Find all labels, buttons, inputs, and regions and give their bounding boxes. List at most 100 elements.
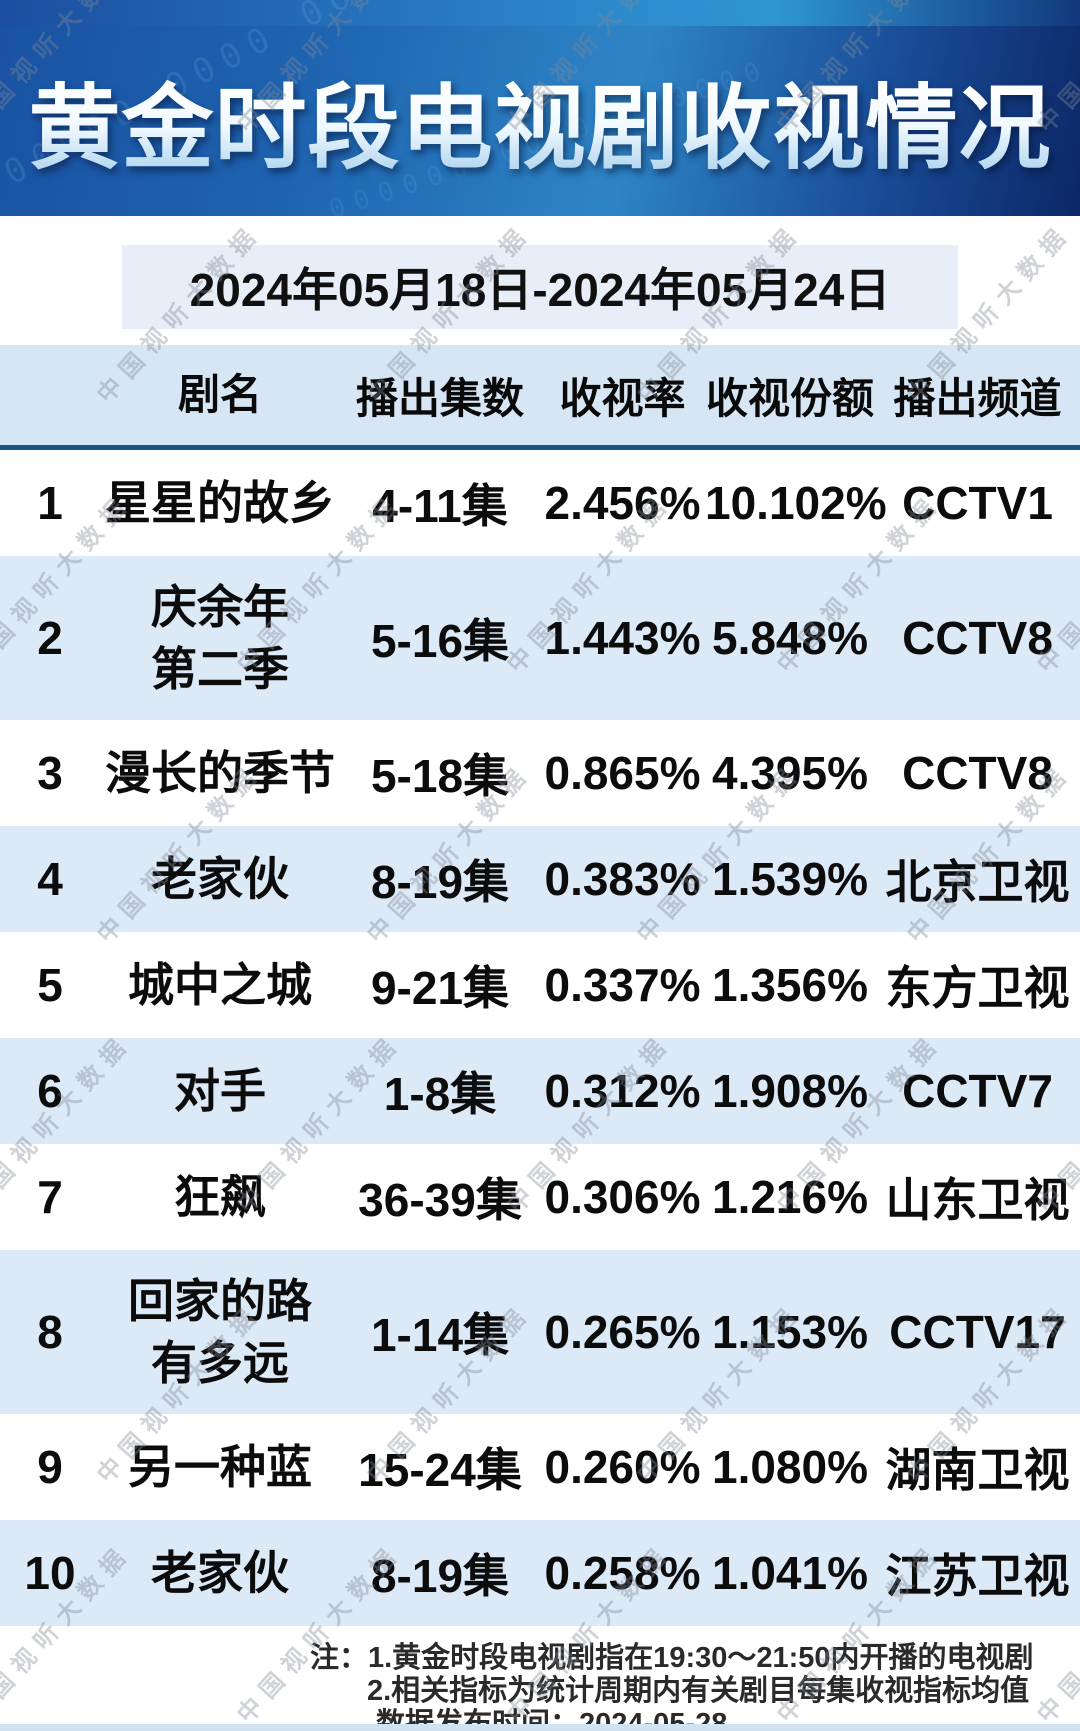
drama-name-line2: 第二季: [151, 643, 289, 695]
drama-name-cell: 回家的路 有多远: [100, 1270, 340, 1394]
channel-cell: CCTV1: [902, 477, 1053, 529]
share-cell: 1.041%: [711, 1547, 868, 1599]
drama-name-line1: 漫长的季节: [105, 746, 335, 799]
episodes-cell: 9-21集: [370, 962, 510, 1014]
episodes-cell: 1-14集: [370, 1309, 510, 1361]
drama-name-cell: 星星的故乡: [100, 472, 340, 534]
share-cell: 1.539%: [711, 853, 868, 905]
header-drama-name: 剧名: [177, 370, 262, 418]
table-header-row: 剧名 播出集数 收视率 收视份额 播出频道: [0, 345, 1080, 450]
channel-cell: 江苏卫视: [885, 1550, 1070, 1602]
channel-cell: 东方卫视: [885, 962, 1070, 1014]
footnote-line: 2.相关指标为统计周期内有关剧目每集收视指标均值: [367, 1675, 1030, 1707]
table-row: 6 对手 1-8集 0.312% 1.908% CCTV7: [0, 1038, 1080, 1144]
rank-cell: 10: [24, 1547, 76, 1599]
drama-name-cell: 狂飙: [100, 1166, 340, 1228]
header-episodes: 播出集数: [355, 374, 524, 422]
date-range-badge: 2024年05月18日-2024年05月24日: [122, 245, 958, 329]
banner-top-strip: [0, 0, 1080, 26]
drama-name-cell: 老家伙: [100, 848, 340, 910]
rank-cell: 6: [37, 1065, 63, 1117]
header-channel: 播出频道: [893, 374, 1062, 422]
page-title: 黄金时段电视剧收视情况: [0, 54, 1080, 187]
drama-name-cell: 庆余年 第二季: [100, 576, 340, 700]
episodes-cell: 1-8集: [383, 1068, 497, 1120]
channel-cell: CCTV7: [902, 1065, 1053, 1117]
channel-cell: 北京卫视: [885, 856, 1070, 908]
drama-name-line1: 庆余年: [151, 580, 289, 633]
drama-name-line1: 另一种蓝: [128, 1440, 312, 1493]
banner: 000000 0000 000000 000000 0000 000000 黄金…: [0, 0, 1080, 225]
rank-cell: 2: [37, 612, 63, 664]
table-row: 9 另一种蓝 15-24集 0.260% 1.080% 湖南卫视: [0, 1414, 1080, 1520]
rank-cell: 1: [37, 477, 63, 529]
date-range-text: 2024年05月18日-2024年05月24日: [189, 264, 891, 316]
channel-cell: 湖南卫视: [885, 1444, 1070, 1496]
drama-name-cell: 城中之城: [100, 954, 340, 1016]
episodes-cell: 8-19集: [370, 1550, 510, 1602]
drama-name-line1: 老家伙: [151, 1546, 289, 1599]
table-row: 2 庆余年 第二季 5-16集 1.443% 5.848% CCTV8: [0, 556, 1080, 720]
share-cell: 1.153%: [711, 1306, 868, 1358]
rating-cell: 2.456%: [544, 477, 701, 529]
rating-cell: 0.312%: [544, 1065, 701, 1117]
rating-cell: 0.337%: [544, 959, 701, 1011]
ratings-table: 剧名 播出集数 收视率 收视份额 播出频道 1 星星的故乡 4-11集 2.45…: [0, 345, 1080, 1626]
table-row: 3 漫长的季节 5-18集 0.865% 4.395% CCTV8: [0, 720, 1080, 826]
share-cell: 1.908%: [711, 1065, 868, 1117]
footnotes: 注：1.黄金时段电视剧指在19:30～21:50内开播的电视剧 2.相关指标为统…: [0, 1642, 1080, 1731]
footnote-line: 注：1.黄金时段电视剧指在19:30～21:50内开播的电视剧: [310, 1642, 1034, 1674]
rank-cell: 9: [37, 1441, 63, 1493]
share-cell: 1.356%: [711, 959, 868, 1011]
rank-cell: 5: [37, 959, 63, 1011]
drama-name-cell: 老家伙: [100, 1542, 340, 1604]
rating-cell: 1.443%: [544, 612, 701, 664]
table-row: 7 狂飙 36-39集 0.306% 1.216% 山东卫视: [0, 1144, 1080, 1250]
header-rating: 收视率: [559, 374, 686, 422]
rating-cell: 0.383%: [544, 853, 701, 905]
drama-name-cell: 另一种蓝: [100, 1436, 340, 1498]
table-body: 1 星星的故乡 4-11集 2.456% 10.102% CCTV1 2 庆余年…: [0, 450, 1080, 1626]
episodes-cell: 8-19集: [370, 856, 510, 908]
episodes-cell: 4-11集: [372, 480, 508, 532]
episodes-cell: 36-39集: [358, 1174, 522, 1226]
rank-cell: 3: [37, 747, 63, 799]
bottom-strip: [0, 1724, 1080, 1731]
rank-cell: 8: [37, 1306, 63, 1358]
table-row: 5 城中之城 9-21集 0.337% 1.356% 东方卫视: [0, 932, 1080, 1038]
episodes-cell: 15-24集: [358, 1444, 522, 1496]
share-cell: 5.848%: [711, 612, 868, 664]
drama-name-line1: 对手: [174, 1064, 266, 1117]
drama-name-line1: 狂飙: [174, 1170, 266, 1223]
drama-name-line1: 回家的路: [128, 1274, 312, 1327]
rating-cell: 0.260%: [544, 1441, 701, 1493]
share-cell: 1.080%: [711, 1441, 868, 1493]
table-row: 8 回家的路 有多远 1-14集 0.265% 1.153% CCTV17: [0, 1250, 1080, 1414]
share-cell: 4.395%: [711, 747, 868, 799]
channel-cell: 山东卫视: [885, 1174, 1070, 1226]
drama-name-line1: 城中之城: [128, 958, 312, 1011]
table-row: 4 老家伙 8-19集 0.383% 1.539% 北京卫视: [0, 826, 1080, 932]
header-share: 收视份额: [705, 374, 874, 422]
rating-cell: 0.306%: [544, 1171, 701, 1223]
channel-cell: CCTV8: [902, 747, 1053, 799]
channel-cell: CCTV8: [902, 612, 1053, 664]
drama-name-line2: 有多远: [151, 1337, 289, 1389]
rank-cell: 7: [37, 1171, 63, 1223]
table-row: 10 老家伙 8-19集 0.258% 1.041% 江苏卫视: [0, 1520, 1080, 1626]
drama-name-line1: 老家伙: [151, 852, 289, 905]
episodes-cell: 5-16集: [370, 615, 510, 667]
table-row: 1 星星的故乡 4-11集 2.456% 10.102% CCTV1: [0, 450, 1080, 556]
rating-cell: 0.265%: [544, 1306, 701, 1358]
share-cell: 10.102%: [705, 477, 887, 529]
rank-cell: 4: [37, 853, 63, 905]
episodes-cell: 5-18集: [370, 750, 510, 802]
drama-name-cell: 漫长的季节: [100, 742, 340, 804]
channel-cell: CCTV17: [889, 1306, 1066, 1358]
share-cell: 1.216%: [711, 1171, 868, 1223]
rating-cell: 0.865%: [544, 747, 701, 799]
rating-cell: 0.258%: [544, 1547, 701, 1599]
drama-name-line1: 星星的故乡: [105, 476, 335, 529]
drama-name-cell: 对手: [100, 1060, 340, 1122]
